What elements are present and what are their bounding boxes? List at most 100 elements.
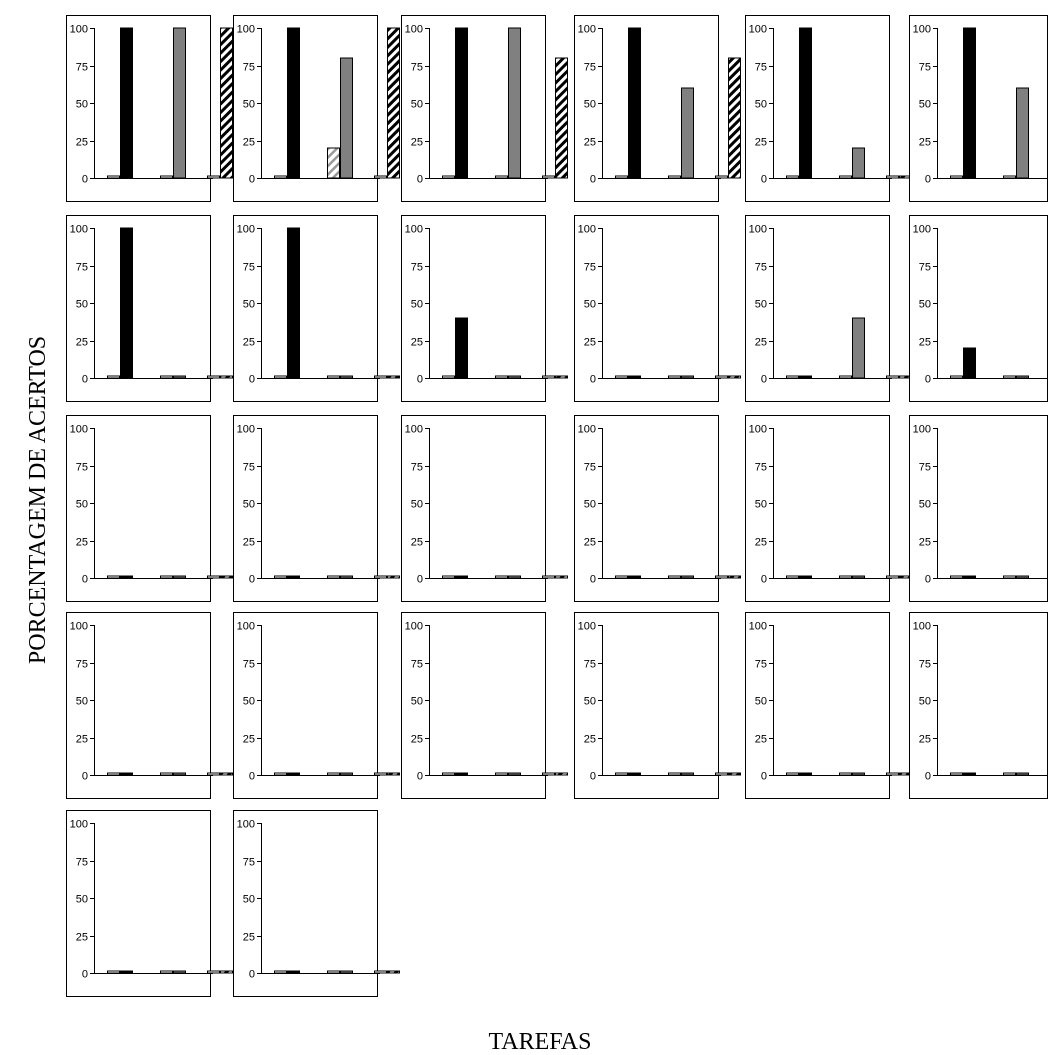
panel-3: 0 25 50 75 100 xyxy=(401,15,568,202)
bar-group1-left xyxy=(274,772,287,776)
bar-group2-right xyxy=(340,772,353,776)
y-tick-label: 75 xyxy=(584,62,596,74)
bar-group1-left xyxy=(107,175,120,179)
y-tick-label: 50 xyxy=(755,499,767,511)
panel-frame xyxy=(233,415,378,602)
y-tick-label: 75 xyxy=(76,857,88,869)
y-tick-label: 0 xyxy=(249,174,255,186)
bar-group3-left xyxy=(715,375,728,379)
bar-group1-left xyxy=(950,772,963,776)
y-tick-label: 25 xyxy=(243,734,255,746)
bar-group2-right xyxy=(1016,87,1029,179)
bar-group2-right xyxy=(340,57,353,179)
bar-group3-left xyxy=(886,375,899,379)
y-tick-label: 100 xyxy=(749,621,767,633)
y-tick-label: 75 xyxy=(76,462,88,474)
panel-frame xyxy=(909,415,1048,602)
y-tick-label: 50 xyxy=(584,499,596,511)
panel-frame xyxy=(233,612,378,799)
bar-group2-right xyxy=(852,317,865,379)
bar-group1-left xyxy=(786,175,799,179)
y-tick-label: 75 xyxy=(411,262,423,274)
y-tick-label: 50 xyxy=(411,99,423,111)
bar-group2-right xyxy=(173,772,186,776)
bar-group3-right xyxy=(220,375,233,379)
bar-group3-left xyxy=(207,772,220,776)
bar-group1-left xyxy=(442,375,455,379)
bar-group2-right xyxy=(340,575,353,579)
bar-group1-right xyxy=(455,575,468,579)
y-tick-label: 100 xyxy=(578,24,596,36)
bar-group2-right xyxy=(852,575,865,579)
panel-6: 0 25 50 75 100 xyxy=(909,15,1048,202)
bar-group2-left xyxy=(668,772,681,776)
y-tick-label: 0 xyxy=(925,771,931,783)
y-tick-label: 100 xyxy=(749,24,767,36)
bar-group1-right xyxy=(963,772,976,776)
bar-group3-right xyxy=(728,57,741,179)
bar-group1-left xyxy=(442,575,455,579)
bar-group1-left xyxy=(107,375,120,379)
y-tick-label: 50 xyxy=(919,99,931,111)
bar-group3-left xyxy=(715,575,728,579)
y-tick-label: 0 xyxy=(417,771,423,783)
bar-group2-right xyxy=(173,575,186,579)
bar-group2-right xyxy=(508,575,521,579)
bar-group1-right xyxy=(287,772,300,776)
y-tick-label: 0 xyxy=(249,969,255,981)
bar-group1-right xyxy=(799,375,812,379)
y-tick-label: 100 xyxy=(237,24,255,36)
y-tick-label: 75 xyxy=(411,659,423,671)
bar-group3-left xyxy=(886,175,899,179)
y-tick-label: 100 xyxy=(70,424,88,436)
bar-group1-right xyxy=(799,575,812,579)
y-tick-label: 75 xyxy=(243,462,255,474)
bar-group1-right xyxy=(963,27,976,179)
y-tick-label: 50 xyxy=(919,299,931,311)
panel-frame xyxy=(909,612,1048,799)
y-tick-label: 75 xyxy=(411,62,423,74)
bar-group3-right xyxy=(387,575,400,579)
y-tick-label: 75 xyxy=(243,857,255,869)
y-tick-label: 25 xyxy=(755,734,767,746)
bar-group2-right xyxy=(681,575,694,579)
y-tick-label: 100 xyxy=(70,24,88,36)
y-tick-label: 75 xyxy=(755,62,767,74)
y-tick-label: 100 xyxy=(237,621,255,633)
y-tick-label: 0 xyxy=(82,771,88,783)
bar-group3-right xyxy=(387,772,400,776)
y-tick-label: 50 xyxy=(243,894,255,906)
bar-group2-left xyxy=(839,375,852,379)
y-tick-label: 50 xyxy=(243,99,255,111)
y-tick-label: 0 xyxy=(249,574,255,586)
y-tick-label: 100 xyxy=(405,424,423,436)
bar-group1-left xyxy=(615,175,628,179)
bar-group1-left xyxy=(950,375,963,379)
y-tick-label: 50 xyxy=(919,499,931,511)
bar-group3-right xyxy=(728,375,741,379)
y-tick-label: 50 xyxy=(76,499,88,511)
bar-group3-left xyxy=(374,772,387,776)
y-tick-label: 75 xyxy=(243,62,255,74)
y-tick-label: 100 xyxy=(749,424,767,436)
panel-26: 0 25 50 75 100 xyxy=(233,810,400,997)
bar-group3-left xyxy=(542,772,555,776)
y-tick-label: 0 xyxy=(590,574,596,586)
y-tick-label: 25 xyxy=(411,734,423,746)
y-tick-label: 50 xyxy=(584,696,596,708)
panel-frame xyxy=(401,215,546,402)
y-tick-label: 100 xyxy=(405,224,423,236)
y-tick-label: 75 xyxy=(584,262,596,274)
y-tick-label: 100 xyxy=(70,621,88,633)
bar-group3-left xyxy=(374,575,387,579)
bar-group3-left xyxy=(542,375,555,379)
y-tick-label: 100 xyxy=(913,24,931,36)
bar-group2-left xyxy=(668,575,681,579)
bar-group1-left xyxy=(274,970,287,974)
bar-group2-right xyxy=(1016,575,1029,579)
bar-group2-right xyxy=(173,27,186,179)
bar-group2-left xyxy=(1003,375,1016,379)
bar-group1-right xyxy=(120,970,133,974)
bar-group1-right xyxy=(287,227,300,379)
bar-group3-left xyxy=(207,970,220,974)
